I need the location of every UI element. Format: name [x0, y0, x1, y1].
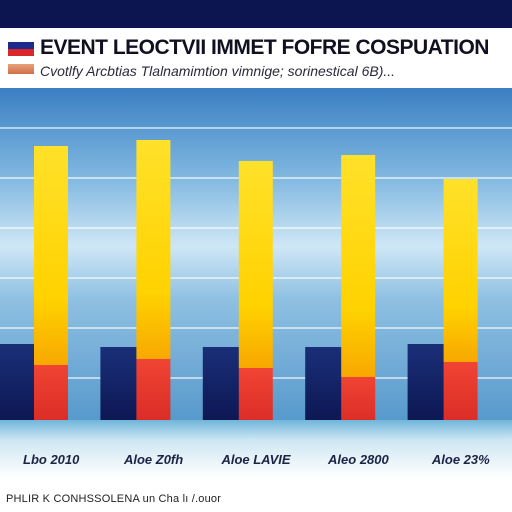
bar-chart [0, 88, 512, 440]
x-tick-label: Aloe Z0fh [123, 452, 184, 467]
x-tick-label: Aloe 23% [431, 452, 490, 467]
bar-red [238, 368, 273, 428]
bar-red [341, 377, 376, 428]
bar-red [443, 362, 478, 428]
bar-red [136, 359, 171, 428]
bar-gold [443, 179, 478, 362]
top-banner-bar [0, 0, 512, 28]
bar-red [34, 365, 68, 428]
plot-floor [0, 420, 512, 440]
x-axis-labels: Lbo 2010 Aloe Z0fh Aloe LAVIE Aleo 2800 Aloe… [0, 440, 512, 478]
flag-icon [8, 42, 34, 56]
chart-title: EVENT LEOCTVII IMMET FOFRE COSPUATION [40, 36, 489, 59]
chart-plot-area [0, 88, 512, 440]
chart-subtitle: Cvotlfy Arcbtias Tlalnamimtion vimnige; … [40, 63, 396, 79]
x-tick-label: Aleo 2800 [328, 452, 389, 467]
x-tick-label: Lbo 2010 [23, 452, 80, 467]
source-note: PHLIR K CONHSSOLENA un Cha lı /.ouor [6, 493, 222, 505]
bar-gold [34, 146, 68, 365]
chart-footer: PHLIR K CONHSSOLENA un Cha lı /.ouor [0, 478, 512, 512]
bar-gold [341, 155, 376, 377]
bar-gold [136, 140, 171, 359]
bar-gold [238, 161, 273, 368]
color-swatch-icon [8, 64, 34, 74]
chart-header: EVENT LEOCTVII IMMET FOFRE COSPUATION Cv… [0, 28, 512, 88]
x-tick-label: Aloe LAVIE [221, 452, 291, 467]
bars [0, 140, 478, 428]
